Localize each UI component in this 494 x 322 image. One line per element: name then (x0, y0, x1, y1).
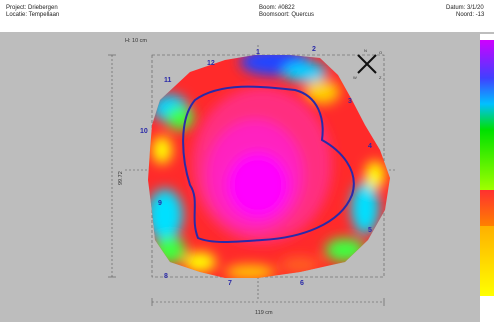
sensor-label-10: 10 (140, 128, 148, 135)
compass-z: Z (379, 75, 382, 80)
sensor-labels: 1 2 3 4 5 6 7 8 9 10 11 12 (140, 46, 372, 287)
sensor-label-11: 11 (164, 77, 172, 84)
report-header: Project: Driebergen Locatie: Tempellaan … (0, 0, 494, 32)
tomogram-plot: 1 2 3 4 5 6 7 8 9 10 11 12 H: 10 cm 99.7… (108, 38, 395, 316)
compass-cross-icon: N O Z W (353, 48, 382, 80)
north-label: Noord: -13 (456, 12, 485, 18)
sensor-label-1: 1 (256, 49, 260, 56)
compass-o: O (379, 50, 382, 55)
sensor-label-9: 9 (158, 200, 162, 207)
species-label: Boomsoort: Quercus (259, 12, 315, 18)
sensor-label-6: 6 (300, 280, 304, 287)
sensor-label-2: 2 (312, 46, 316, 53)
date-label: Datum: 3/1/20 (446, 5, 484, 11)
sensor-label-3: 3 (348, 98, 352, 105)
density-map (148, 55, 390, 278)
sensor-label-7: 7 (228, 280, 232, 287)
decay-outline (182, 85, 355, 243)
sensor-label-4: 4 (368, 143, 372, 150)
top-dimension-label: H: 10 cm (125, 38, 147, 44)
left-dimension-label: 99.72 (118, 171, 124, 185)
compass-w: W (353, 75, 357, 80)
color-scale (480, 34, 494, 322)
location-label: Locatie: Tempellaan (6, 12, 60, 18)
tree-label: Boom: #0822 (259, 5, 295, 11)
sensor-label-5: 5 (368, 227, 372, 234)
sensor-label-12: 12 (207, 60, 215, 67)
sensor-label-8: 8 (164, 273, 168, 280)
bottom-dimension-label: 119 cm (255, 310, 273, 316)
compass-n: N (364, 48, 367, 53)
project-label: Project: Driebergen (6, 5, 58, 11)
